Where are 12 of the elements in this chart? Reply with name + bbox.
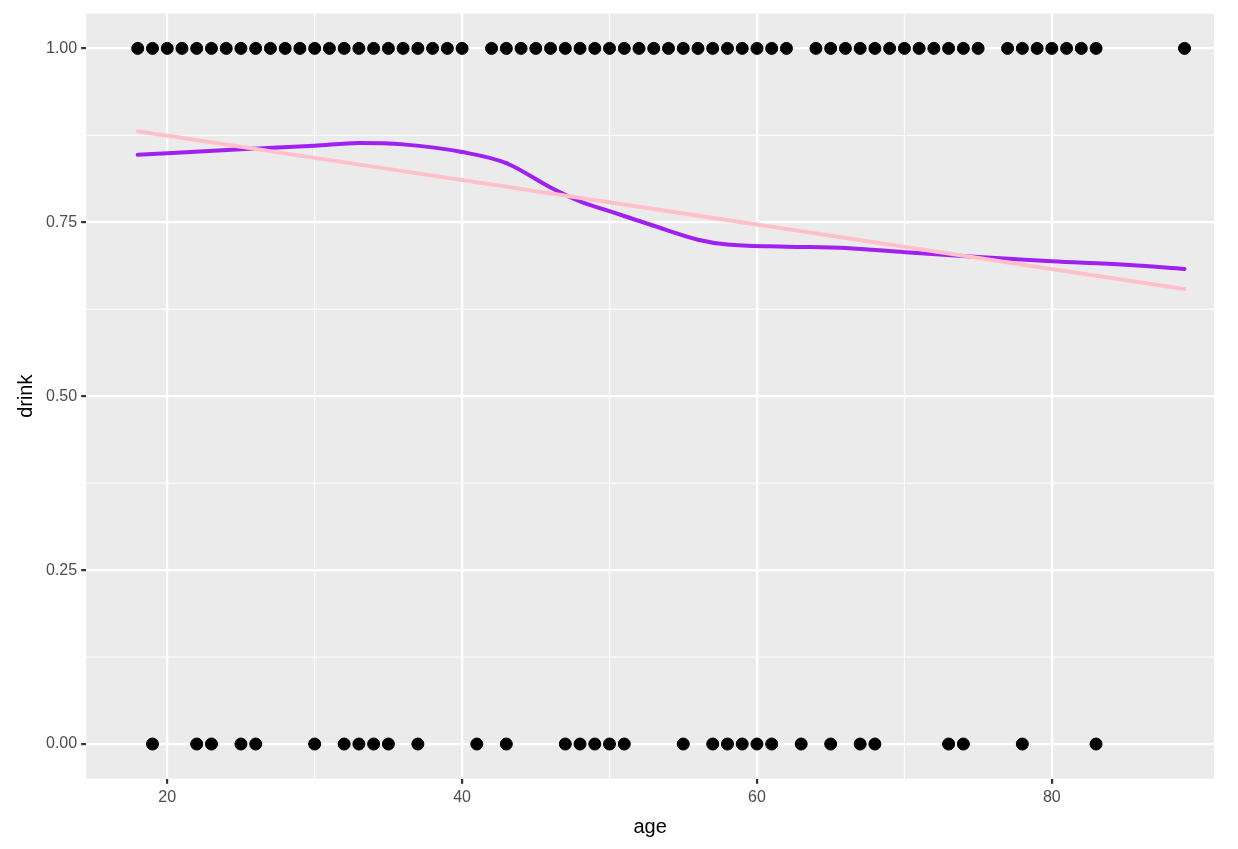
x-tick-label: 80 xyxy=(1042,787,1061,805)
x-tick-label: 40 xyxy=(453,787,472,805)
x-tick-label: 60 xyxy=(748,787,766,805)
y-tick-label: 0.25 xyxy=(46,560,78,578)
line-series xyxy=(135,140,1187,271)
x-tick-label: 20 xyxy=(158,787,177,805)
y-tick-label: 0.50 xyxy=(46,386,78,404)
y-tick-label: 1.00 xyxy=(46,38,78,56)
y-tick-label: 0.00 xyxy=(46,734,78,752)
x-axis-title: age xyxy=(633,814,667,837)
y-axis-title: drink xyxy=(13,373,36,418)
y-tick-label: 0.75 xyxy=(46,212,78,230)
